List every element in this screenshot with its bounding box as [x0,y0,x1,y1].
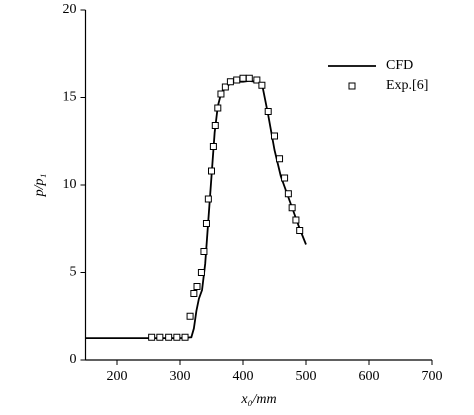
exp-marker [181,333,189,341]
exp-marker [276,155,284,163]
legend-label: Exp.[6] [386,78,428,93]
exp-marker [148,333,156,341]
x-tick-label: 200 [107,369,128,384]
exp-marker [245,74,253,82]
y-tick-label: 0 [70,352,77,367]
exp-marker [233,76,241,84]
exp-marker [204,195,212,203]
exp-marker [292,216,300,224]
x-tick-label: 300 [170,369,191,384]
x-tick-label: 700 [422,369,443,384]
exp-marker [202,220,210,227]
exp-marker [214,104,222,112]
x-tick-label: 500 [296,369,317,384]
exp-marker [197,269,205,276]
exp-marker [258,81,266,89]
exp-marker [239,74,247,82]
y-tick-label: 20 [63,2,77,17]
exp-marker [271,132,278,140]
y-tick-label: 5 [70,265,77,280]
exp-marker [209,143,217,150]
x-axis-label: x₀/mm [240,392,276,407]
y-tick-label: 15 [63,90,77,105]
exp-marker [221,83,229,91]
exp-marker [296,227,304,234]
exp-marker [226,78,234,86]
exp-marker [156,333,164,341]
exp-marker [208,167,215,175]
legend-label: CFD [386,58,413,73]
exp-marker [165,333,173,341]
y-tick-label: 10 [63,177,77,192]
exp-marker [190,290,198,297]
x-tick-label: 400 [233,369,254,384]
y-axis-label: p/p₁ [32,174,47,198]
exp-marker [284,190,292,198]
exp-marker [288,204,296,212]
exp-marker [253,76,261,84]
exp-marker [264,108,272,115]
cfd-line [85,79,307,340]
legend-marker [348,82,356,90]
x-tick-label: 600 [359,369,380,384]
exp-marker [211,122,219,129]
exp-marker [193,283,201,290]
exp-marker [200,248,208,255]
exp-marker [281,174,289,182]
exp-marker [186,312,194,320]
exp-marker [173,333,181,341]
exp-marker [217,90,225,98]
